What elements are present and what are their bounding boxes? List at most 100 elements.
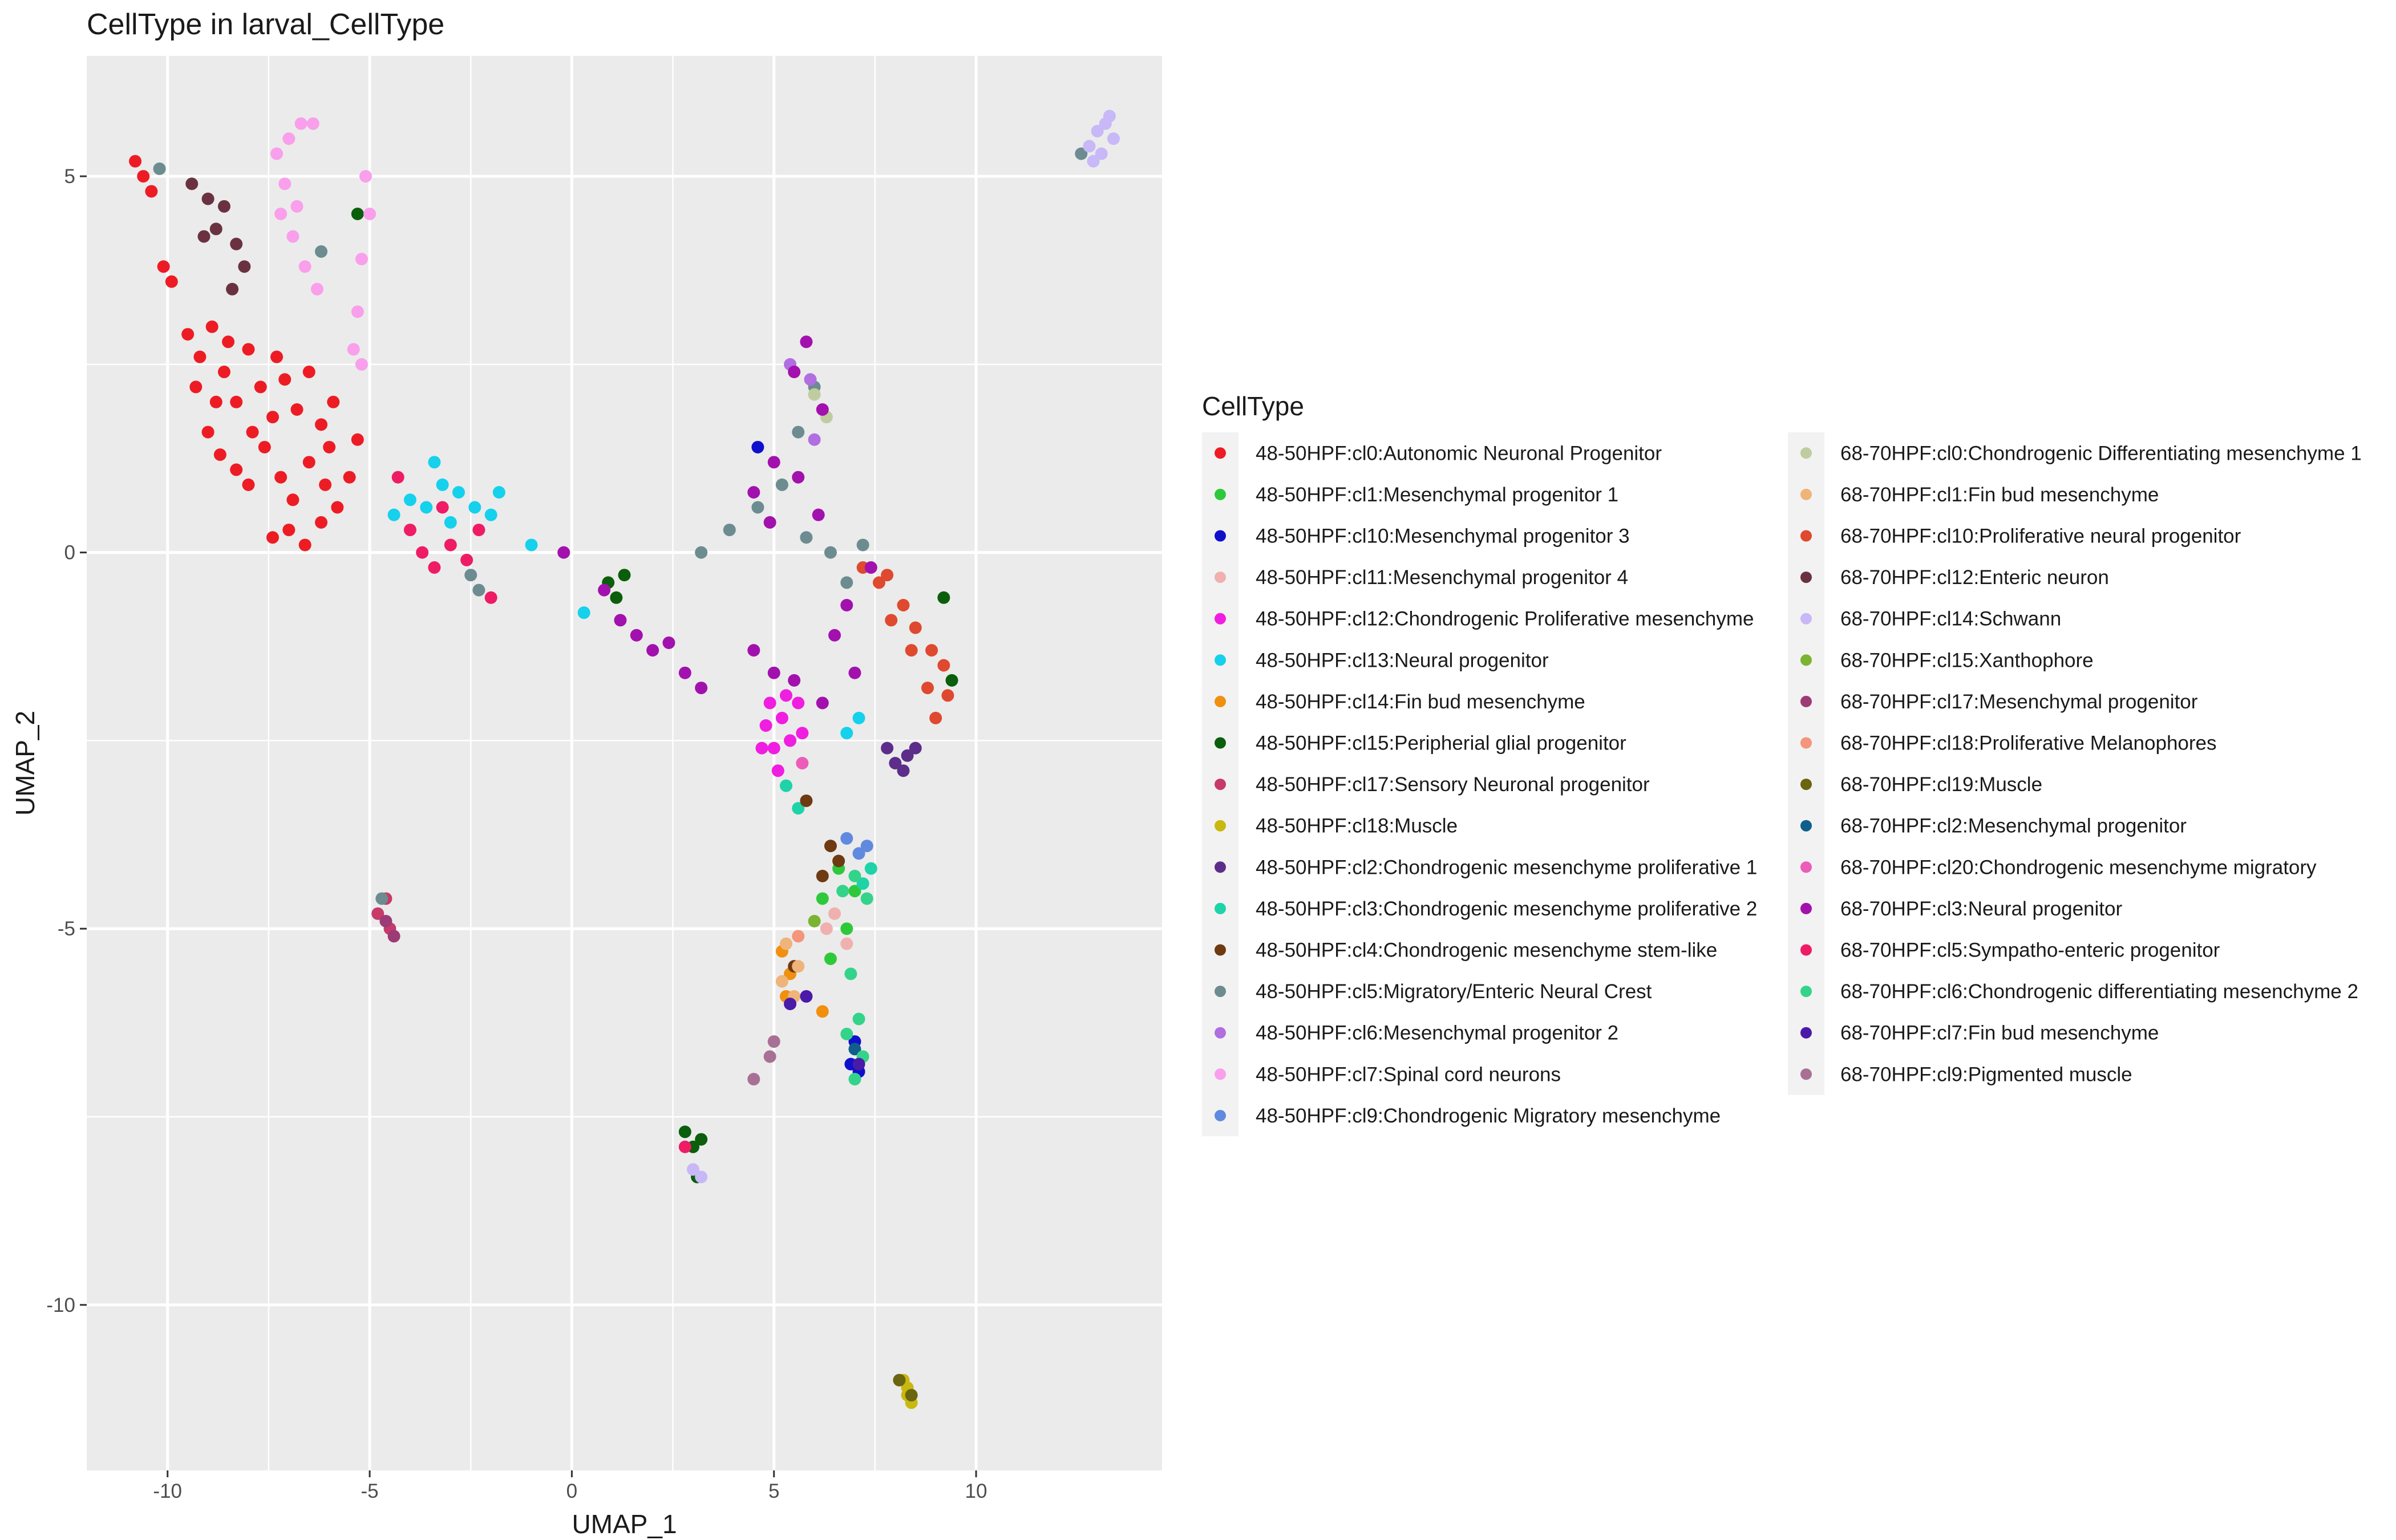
legend-label: 48-50HPF:cl15:Peripherial glial progenit… xyxy=(1256,732,1626,755)
data-point xyxy=(784,998,797,1011)
legend-key xyxy=(1215,1068,1226,1080)
legend-label: 48-50HPF:cl7:Spinal cord neurons xyxy=(1256,1063,1561,1085)
data-point xyxy=(840,1027,853,1040)
data-point xyxy=(751,501,764,514)
data-point xyxy=(901,749,914,762)
legend-key xyxy=(1215,613,1226,625)
legend-key xyxy=(1800,944,1812,956)
legend-label: 68-70HPF:cl7:Fin bud mesenchyme xyxy=(1840,1022,2159,1044)
data-point xyxy=(824,546,837,559)
legend-key xyxy=(1800,613,1812,625)
data-point xyxy=(302,366,315,379)
data-point xyxy=(298,538,311,552)
legend-key xyxy=(1800,902,1812,914)
legend-label: 48-50HPF:cl0:Autonomic Neuronal Progenit… xyxy=(1256,442,1662,464)
data-point xyxy=(695,1170,708,1184)
data-point xyxy=(800,990,813,1003)
data-point xyxy=(840,922,853,935)
data-point xyxy=(363,208,377,221)
data-point xyxy=(286,230,300,243)
y-tick-label: 0 xyxy=(64,542,75,564)
data-point xyxy=(852,1012,865,1026)
data-point xyxy=(856,877,869,890)
y-tick-label: -10 xyxy=(46,1294,75,1316)
data-point xyxy=(1083,140,1096,153)
legend-key xyxy=(1215,447,1226,459)
data-point xyxy=(848,1073,861,1086)
data-point xyxy=(286,493,300,506)
data-point xyxy=(678,666,691,679)
data-point xyxy=(1103,110,1116,123)
data-point xyxy=(767,741,780,755)
data-point xyxy=(282,524,296,537)
data-point xyxy=(905,1389,918,1402)
data-point xyxy=(274,471,288,484)
data-point xyxy=(808,915,821,928)
y-tick-label: 5 xyxy=(64,165,75,188)
data-point xyxy=(444,538,457,552)
legend-key xyxy=(1800,861,1812,873)
data-point xyxy=(1091,124,1104,137)
data-point xyxy=(209,395,222,408)
legend-label: 48-50HPF:cl14:Fin bud mesenchyme xyxy=(1256,691,1585,713)
legend-label: 48-50HPF:cl10:Mesenchymal progenitor 3 xyxy=(1256,525,1630,548)
data-point xyxy=(379,915,392,928)
data-point xyxy=(323,440,336,453)
data-point xyxy=(436,478,449,491)
data-point xyxy=(852,1057,865,1071)
data-point xyxy=(278,373,292,386)
data-point xyxy=(646,644,659,657)
data-point xyxy=(792,930,805,943)
data-point xyxy=(359,170,372,183)
data-point xyxy=(893,1373,906,1387)
data-point xyxy=(792,425,805,439)
data-point xyxy=(816,869,829,882)
data-point xyxy=(319,478,332,491)
data-point xyxy=(836,885,849,898)
data-point xyxy=(905,644,918,657)
grid-lines xyxy=(87,56,1162,1470)
data-point xyxy=(860,892,873,905)
legend-label: 68-70HPF:cl18:Proliferative Melanophores xyxy=(1840,732,2217,755)
legend-key xyxy=(1215,654,1226,666)
data-point xyxy=(796,727,809,740)
data-point xyxy=(270,147,284,160)
data-point xyxy=(779,937,792,950)
x-tick-label: 5 xyxy=(768,1480,779,1502)
data-point xyxy=(331,501,344,514)
data-point xyxy=(298,260,311,273)
data-point xyxy=(197,230,211,243)
legend-label: 68-70HPF:cl20:Chondrogenic mesenchyme mi… xyxy=(1840,856,2317,878)
data-point xyxy=(347,343,360,356)
legend-label: 68-70HPF:cl10:Proliferative neural proge… xyxy=(1840,525,2241,548)
data-point xyxy=(137,170,150,183)
legend-key xyxy=(1215,488,1226,500)
data-point xyxy=(282,132,296,145)
data-point xyxy=(788,674,801,687)
data-point xyxy=(420,501,433,514)
x-tick-label: -10 xyxy=(153,1480,182,1502)
data-point xyxy=(909,621,922,634)
data-point xyxy=(266,411,279,424)
legend-key xyxy=(1800,820,1812,832)
data-point xyxy=(840,727,853,740)
data-point xyxy=(929,711,942,724)
data-point xyxy=(371,907,385,920)
legend-key xyxy=(1215,695,1226,707)
data-point xyxy=(403,524,416,537)
data-point xyxy=(315,245,328,258)
data-point xyxy=(828,907,841,920)
data-point xyxy=(897,764,910,777)
data-point xyxy=(460,553,473,566)
data-point xyxy=(816,696,829,710)
data-point xyxy=(436,501,449,514)
data-point xyxy=(205,320,218,333)
data-point xyxy=(213,448,226,461)
legend-key xyxy=(1800,654,1812,666)
data-point xyxy=(852,847,865,860)
legend-label: 68-70HPF:cl6:Chondrogenic differentiatin… xyxy=(1840,980,2358,1003)
data-point xyxy=(153,162,166,175)
legend-key xyxy=(1800,530,1812,542)
data-point xyxy=(820,922,833,935)
data-point xyxy=(800,794,813,807)
